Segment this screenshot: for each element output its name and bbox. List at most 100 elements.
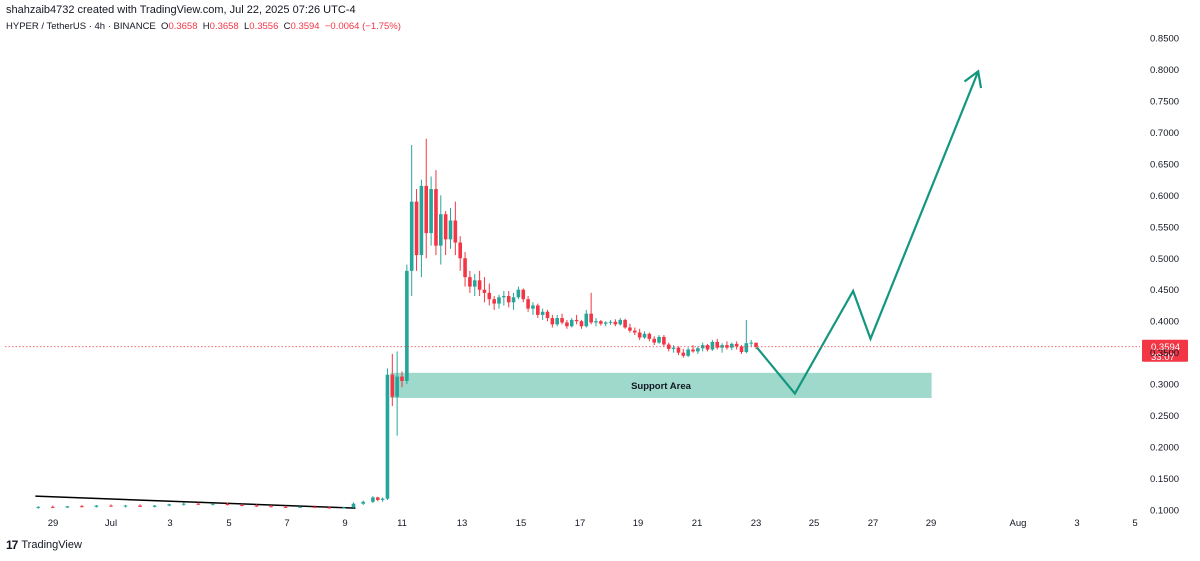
candle-body	[565, 322, 569, 327]
candle-body	[594, 321, 598, 323]
candle-body	[734, 343, 739, 347]
candle-body	[603, 322, 608, 324]
tradingview-logo[interactable]: 17 TradingView	[6, 538, 82, 552]
candle	[138, 504, 142, 507]
time-tick-label: 21	[692, 518, 703, 529]
candle	[662, 335, 666, 347]
candle	[502, 290, 506, 306]
candle-body	[458, 242, 462, 259]
price-tick-label: 0.6000	[1150, 191, 1179, 202]
last-price-countdown: 33:07	[1151, 352, 1175, 363]
candle-body	[434, 189, 438, 246]
candle-body	[298, 506, 302, 508]
candle	[657, 335, 661, 344]
candle-body	[555, 318, 559, 325]
candle-body	[589, 313, 593, 323]
candle-body	[181, 503, 186, 505]
candle	[109, 504, 113, 507]
candle	[739, 345, 744, 354]
time-axis[interactable]: 29 Jul 3 5 7 9 11 13 15 17 19 21 23 25 27 29 Aug 3 5	[48, 518, 1138, 529]
price-tick-label: 0.2000	[1150, 443, 1179, 454]
candle-body	[487, 292, 492, 300]
candle	[438, 195, 443, 265]
time-tick-label: 5	[226, 518, 231, 529]
candle	[560, 313, 564, 325]
candle	[647, 332, 652, 342]
price-tick-label: 0.1500	[1150, 474, 1179, 485]
candle	[506, 290, 511, 308]
candle	[225, 502, 230, 506]
candle-body	[536, 305, 540, 315]
candle-body	[584, 313, 589, 327]
candle	[312, 505, 317, 509]
candle	[443, 211, 448, 256]
candle	[710, 340, 715, 351]
candle-body	[550, 318, 555, 325]
candle	[526, 296, 530, 312]
chart-credit: shahzaib4732 created with TradingView.co…	[6, 4, 356, 16]
candle-body	[240, 504, 244, 506]
candle	[269, 504, 273, 508]
candle-body	[463, 258, 467, 278]
time-tick-label: 9	[342, 518, 347, 529]
support-area-box[interactable]	[390, 372, 932, 398]
ohlc-close: C0.3594	[283, 21, 320, 32]
candle	[540, 308, 545, 320]
candle-body	[211, 503, 215, 505]
price-tick-label: 0.5500	[1150, 222, 1179, 233]
price-tick-label: 0.2500	[1150, 411, 1179, 422]
candle-body	[749, 342, 753, 344]
candle	[390, 353, 395, 407]
price-axis[interactable]: 0.8500 0.8000 0.7500 0.7000 0.6500 0.6000 0.55…	[1150, 34, 1179, 517]
candle	[589, 292, 593, 325]
candle	[705, 343, 710, 352]
candle-body	[691, 349, 695, 352]
ohlc-change: −0.0064 (−1.75%)	[324, 21, 401, 32]
candle-body	[754, 342, 758, 347]
candle-body	[502, 296, 506, 298]
candle	[196, 502, 201, 505]
candle	[468, 270, 472, 293]
candle-body	[351, 503, 356, 508]
candle-body	[375, 497, 380, 500]
candle-body	[482, 289, 487, 293]
candle	[666, 342, 671, 352]
candle-body	[152, 505, 157, 507]
candle	[725, 341, 729, 350]
candle-body	[492, 299, 496, 304]
candle	[545, 309, 550, 322]
candle	[458, 236, 462, 271]
candle-body	[720, 345, 724, 348]
time-tick-label: 27	[868, 518, 879, 529]
candle-body	[715, 341, 720, 348]
descending-trendline[interactable]	[35, 495, 356, 509]
price-tick-label: 0.3000	[1150, 380, 1179, 391]
candle	[720, 343, 724, 353]
price-tick-label: 0.5000	[1150, 254, 1179, 265]
candle	[511, 292, 516, 310]
projection-group	[756, 69, 983, 396]
candle	[152, 504, 157, 508]
candle-body	[51, 506, 55, 508]
candle	[734, 341, 739, 350]
candle	[497, 294, 501, 309]
candle	[167, 503, 171, 507]
candle-body	[400, 376, 404, 381]
candle-body	[744, 343, 749, 353]
candle-body	[468, 277, 472, 287]
candle-body	[681, 352, 686, 356]
candles-group	[36, 138, 758, 509]
candle-body	[409, 201, 414, 271]
candle-body	[511, 297, 516, 303]
candle	[453, 201, 458, 256]
symbol-legend[interactable]: HYPER / TetherUS · 4h · BINANCE O0.3658 …	[6, 21, 401, 32]
candle-body	[506, 296, 511, 303]
candle	[240, 503, 244, 507]
candle-body	[65, 506, 70, 508]
candle-body	[526, 299, 530, 309]
projection-path[interactable]	[756, 70, 980, 396]
candle	[754, 342, 758, 350]
